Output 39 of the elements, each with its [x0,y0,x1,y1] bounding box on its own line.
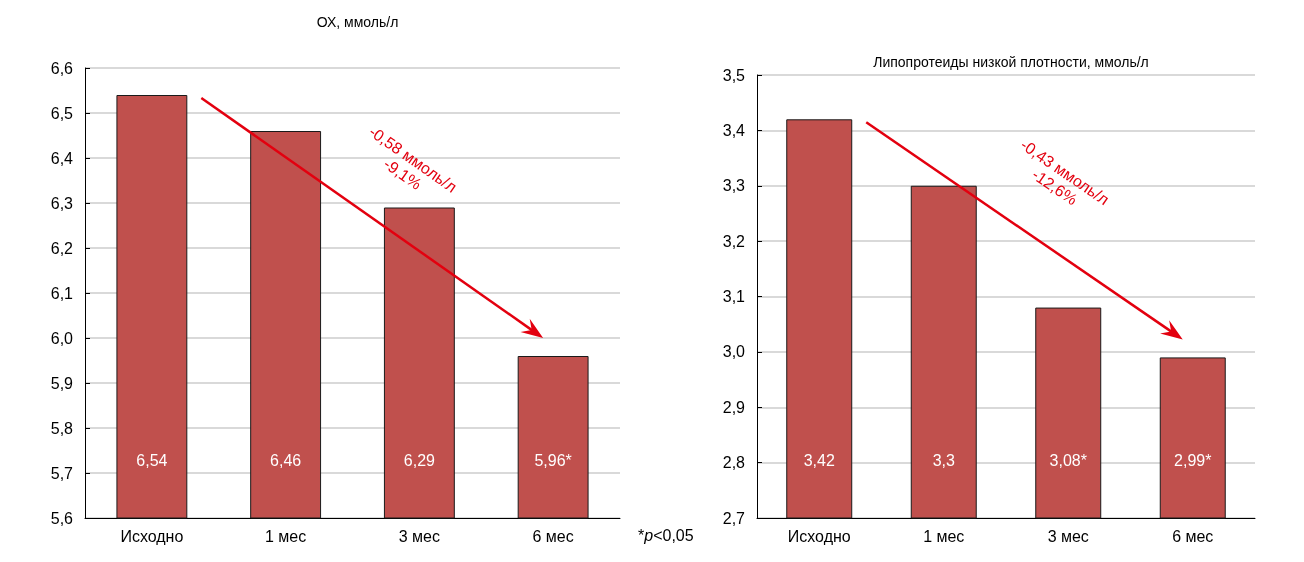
x-tick-label: Исходно [787,527,851,545]
y-tick-label: 5,8 [50,419,74,437]
x-tick-label: 6 мес [532,527,574,545]
y-tick-label: 5,7 [50,464,74,482]
y-tick-label: 3,0 [722,343,746,361]
y-tick-label: 6,5 [50,104,74,122]
y-tick-label: 3,1 [722,288,746,305]
y-tick-label: 3,2 [722,232,746,250]
x-tick-label: 3 мес [1047,527,1089,545]
y-tick-label: 6,0 [50,329,74,347]
text: *p<0,05 [638,527,694,545]
x-tick-label: Исходно [120,527,184,545]
data-label: 3,08* [1049,452,1087,469]
y-tick-label: 3,3 [722,177,746,195]
data-label: 5,96* [534,452,572,469]
x-tick-label: 1 мес [923,527,965,545]
y-tick-label: 2,7 [722,509,746,527]
y-tick-label: 6,4 [50,149,74,167]
y-tick-label: 6,1 [50,284,74,302]
y-tick-label: 6,2 [50,239,74,257]
y-tick-label: 6,6 [50,59,74,77]
data-label: 3,42 [803,452,835,469]
chart-title: Липопротеиды низкой плотности, ммоль/л [873,54,1149,70]
y-tick-label: 2,8 [722,454,746,472]
x-tick-label: 1 мес [265,527,307,545]
data-label: 6,29 [403,452,436,469]
y-tick-label: 5,9 [50,374,74,392]
chart-title: ОХ, ммоль/л [316,14,399,30]
data-label: 2,99* [1174,452,1212,469]
x-tick-label: 6 мес [1172,527,1214,545]
y-tick-label: 5,6 [50,509,74,527]
y-tick-label: 3,4 [722,121,746,139]
y-tick-label: 2,9 [722,398,746,416]
data-label: 6,54 [136,452,168,469]
data-label: 3,3 [932,452,955,469]
y-tick-label: 6,3 [50,194,74,212]
x-tick-label: 3 мес [398,527,440,545]
y-tick-label: 3,5 [722,66,746,84]
data-label: 6,46 [270,452,302,469]
